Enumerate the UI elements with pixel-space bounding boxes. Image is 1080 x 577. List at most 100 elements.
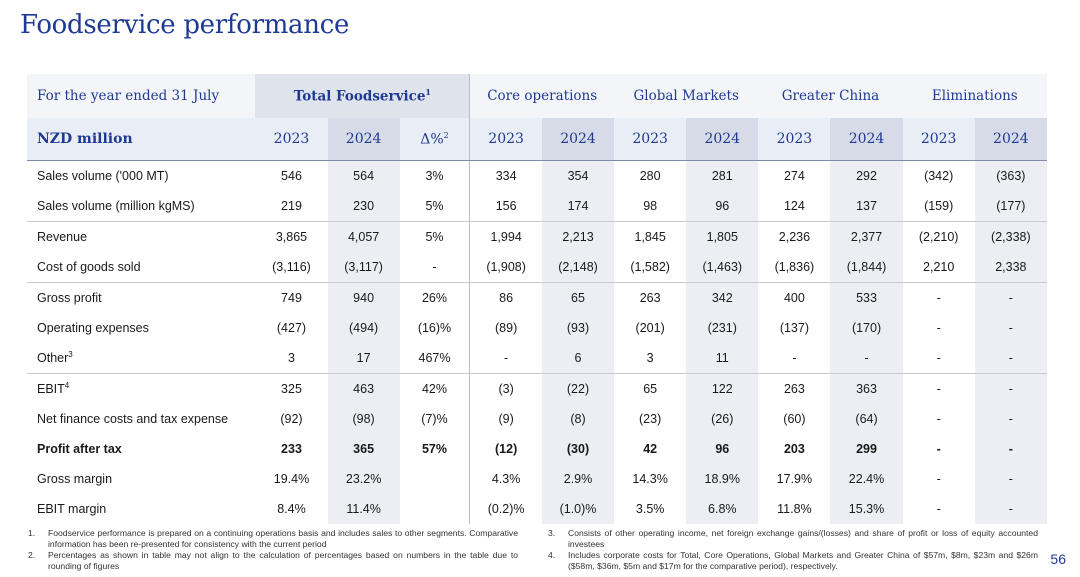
table-cell: 365 — [327, 434, 400, 464]
table-cell: (159) — [924, 199, 954, 213]
table-cell: 2.9% — [541, 464, 615, 494]
table-cell: - — [469, 343, 542, 374]
table-cell: - — [936, 502, 941, 516]
table-cell: (231) — [686, 313, 759, 343]
table-cell: - — [902, 373, 975, 404]
table-cell: 137 — [830, 191, 903, 222]
table-row: Revenue 3,865 4,057 5% 1,994 2,213 1,845 1,805 2… — [27, 221, 1047, 252]
year-header: 2023 — [614, 118, 687, 161]
table-cell: 26% — [399, 282, 470, 313]
table-cell: (60) — [783, 412, 806, 426]
table-cell: 8.4% — [277, 502, 306, 516]
table-cell: (1,844) — [830, 252, 903, 283]
table-cell: (9) — [469, 404, 542, 434]
group-header-global: Global Markets — [614, 74, 759, 118]
table-cell: (16)% — [417, 321, 452, 335]
table-cell: (3,116) — [272, 260, 311, 274]
page-number: 56 — [1050, 551, 1066, 567]
table-cell: (12) — [469, 434, 542, 464]
table-cell: (342) — [924, 169, 954, 183]
unit-label: NZD million — [27, 118, 256, 161]
year-header: 2023 — [758, 118, 831, 161]
table-cell: 17.9% — [776, 472, 813, 486]
table-cell: (30) — [541, 434, 615, 464]
table-cell: (3) — [469, 373, 542, 404]
table-cell: - — [936, 472, 941, 486]
table-cell: (23) — [639, 412, 662, 426]
table-cell: 2,377 — [830, 221, 903, 252]
table-cell: (0.2)% — [469, 494, 542, 524]
table-cell: - — [936, 351, 941, 365]
table-cell: 354 — [541, 160, 615, 191]
delta-header: Δ%2 — [399, 118, 470, 161]
table-cell: 5% — [425, 199, 444, 213]
table-cell: 280 — [639, 169, 661, 183]
table-cell: (363) — [974, 160, 1047, 191]
table-cell: - — [936, 412, 941, 426]
table-cell: - — [974, 282, 1047, 313]
table-cell: (201) — [635, 321, 665, 335]
table-cell: - — [974, 373, 1047, 404]
table-cell: 174 — [541, 191, 615, 222]
table-cell: 2,213 — [541, 221, 615, 252]
table-cell: - — [974, 313, 1047, 343]
table-row: Profit after tax 233 365 57% (12) (30) 42 96 203… — [27, 434, 1047, 464]
table-cell: 96 — [686, 191, 759, 222]
table-cell: 292 — [830, 160, 903, 191]
table-cell: (1.0)% — [541, 494, 615, 524]
table-cell: (64) — [830, 404, 903, 434]
table-cell: 749 — [255, 282, 328, 313]
table-cell: (92) — [280, 412, 303, 426]
table-cell: 14.3% — [632, 472, 668, 486]
table-row: Operating expenses (427) (494) (16)% (89) (93… — [27, 313, 1047, 343]
table-cell: 98 — [643, 199, 658, 213]
table-cell: 86 — [469, 282, 542, 313]
table-cell: 11 — [686, 343, 759, 374]
table-cell: - — [936, 321, 941, 335]
table-row: Gross margin 19.4% 23.2% 4.3% 2.9% 14.3% 18.9%… — [27, 464, 1047, 494]
year-header: 2024 — [686, 118, 759, 161]
table-cell: 4.3% — [469, 464, 542, 494]
table-cell: 17 — [327, 343, 400, 374]
table-cell: 940 — [327, 282, 400, 313]
group-header-china: Greater China — [758, 74, 903, 118]
footnote: 4. Includes corporate costs for Total, Co… — [548, 550, 1038, 571]
table-cell: - — [974, 343, 1047, 374]
table-cell: 3% — [425, 169, 444, 183]
table-cell: 124 — [783, 199, 805, 213]
table-cell: (26) — [686, 404, 759, 434]
table-cell: 65 — [541, 282, 615, 313]
table-cell: 5% — [399, 221, 470, 252]
table-cell: 400 — [758, 282, 831, 313]
table-cell: 3 — [646, 351, 654, 365]
row-label: Gross profit — [27, 282, 256, 313]
table-cell: 2,338 — [974, 252, 1047, 283]
table-cell: (1,582) — [630, 260, 670, 274]
table-cell: 342 — [686, 282, 759, 313]
table-cell: 203 — [783, 442, 805, 456]
table-cell: 3 — [288, 351, 295, 365]
table-cell: 1,805 — [686, 221, 759, 252]
table-cell: (177) — [974, 191, 1047, 222]
table-cell: - — [974, 404, 1047, 434]
table-cell: (137) — [779, 321, 809, 335]
table-cell: (7)% — [421, 412, 448, 426]
table-cell: (1,836) — [774, 260, 815, 274]
year-header: 2024 — [541, 118, 615, 161]
table-cell: (2,338) — [974, 221, 1047, 252]
table-cell: - — [974, 494, 1047, 524]
table-row: Sales volume ('000 MT) 546 564 3% 334 354 280 2… — [27, 160, 1047, 191]
table-cell: 156 — [469, 191, 542, 222]
row-label: Net finance costs and tax expense — [37, 412, 229, 426]
row-label: Profit after tax — [37, 442, 122, 456]
table-cell: (3,117) — [327, 252, 400, 283]
table-cell: 467% — [418, 351, 451, 365]
table-cell: 22.4% — [830, 464, 903, 494]
year-header: 2023 — [255, 118, 328, 161]
table-cell: 274 — [783, 169, 805, 183]
table-cell: 42 — [643, 442, 658, 456]
table-cell: 3.5% — [635, 502, 665, 516]
table-cell: - — [974, 434, 1047, 464]
table-cell: 219 — [281, 199, 302, 213]
table-cell: 18.9% — [686, 464, 759, 494]
